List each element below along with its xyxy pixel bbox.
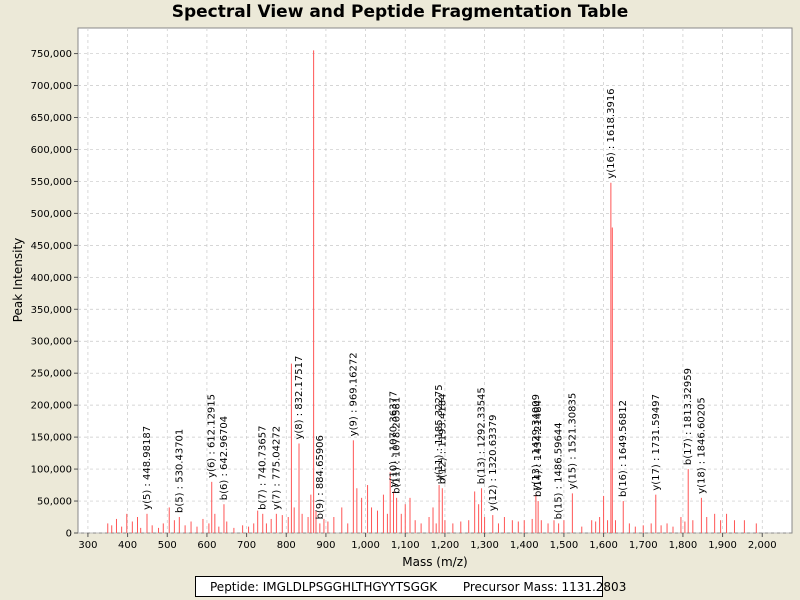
x-tick-label: 500 [158,540,177,551]
y-tick-label: 300,000 [31,337,72,348]
y-tick-label: 50,000 [37,497,72,508]
x-tick-label: 1,800 [669,540,698,551]
x-tick-label: 1,200 [431,540,460,551]
x-tick-label: 1,500 [550,540,579,551]
peak-label: b(6) : 642.96704 [219,416,230,500]
x-axis-label: Mass (m/z) [402,555,467,569]
peak-label: b(7) : 740.73657 [258,425,269,509]
x-axis: 300 400 500 600 700 800 900 1,000 1,100 1,200 1,30… [78,533,777,551]
peak-label: b(14) : 1434.21484 [533,400,544,497]
peak-label: b(9) : 884.65906 [315,435,326,519]
peak-label: y(7) : 775.04272 [271,426,282,510]
x-tick-label: 1,900 [708,540,737,551]
peak-label: b(17) : 1813.32959 [683,368,694,465]
y-tick-label: 100,000 [31,465,72,476]
plot-area [77,27,793,534]
peak-annotations: y(5) : 448.98187 b(5) : 530.43701 y(6) : 6… [142,88,707,519]
x-tick-label: 1,100 [391,540,420,551]
x-tick-label: 1,300 [470,540,499,551]
peak-label: b(5) : 530.43701 [174,429,185,513]
y-axis: 0 50,000 100,000 150,000 200,000 250,000 300,0… [31,49,78,540]
peak-series [107,50,757,533]
y-tick-label: 450,000 [31,241,72,252]
peak-label: y(15) : 1521.30835 [567,393,578,490]
x-tick-label: 600 [197,540,216,551]
peak-label: y(5) : 448.98187 [142,426,153,510]
x-tick-label: 1,600 [589,540,618,551]
y-tick-label: 650,000 [31,113,72,124]
peak-label: y(9) : 969.16272 [348,352,359,436]
peak-label: b(11) : 1078.20581 [392,397,403,494]
precursor-mass: Precursor Mass: 1131.2803 [462,580,627,594]
y-tick-label: 750,000 [31,49,72,60]
peak-label: y(17) : 1731.59497 [651,394,662,491]
peak-label: y(12) : 1320.63379 [488,414,499,511]
peak-label: y(10) : 1070.36377 [388,391,399,488]
y-tick-label: 0 [66,529,72,540]
x-tick-label: 800 [277,540,296,551]
x-tick-label: 700 [237,540,256,551]
spectrum-chart: y(5) : 448.98187 b(5) : 530.43701 y(6) : 6… [11,27,793,569]
peak-label: y(6) : 612.12915 [207,394,218,478]
y-tick-label: 550,000 [31,177,72,188]
x-tick-label: 1,700 [629,540,658,551]
x-tick-label: 1,000 [351,540,380,551]
y-tick-label: 250,000 [31,369,72,380]
x-tick-label: 300 [78,540,97,551]
y-tick-label: 350,000 [31,305,72,316]
y-tick-label: 600,000 [31,145,72,156]
peptide-info-box: Peptide: IMGLDLPSGGHLTHGYYTSGGK Precurso… [195,576,626,597]
chart-title: Spectral View and Peptide Fragmentation … [171,2,629,22]
y-tick-label: 200,000 [31,401,72,412]
peak-label: y(11) : 1185.32275 [434,384,445,481]
x-tick-label: 400 [118,540,137,551]
peak-label: y(16) : 1618.3916 [606,88,617,178]
peptide-sequence: Peptide: IMGLDLPSGGHLTHGYYTSGGK [210,580,438,594]
y-axis-label: Peak Intensity [11,238,25,323]
peak-label: y(8) : 832.17517 [294,356,305,440]
peak-label: b(12) : 1193.4184 [437,394,448,485]
x-tick-label: 1,400 [510,540,539,551]
peak-label: b(13) : 1292.33545 [477,387,488,484]
y-tick-label: 700,000 [31,81,72,92]
y-tick-label: 400,000 [31,273,72,284]
peak-label: y(13) : 1429.34009 [531,394,542,491]
y-tick-label: 500,000 [31,209,72,220]
peak-label: y(18) : 1846.60205 [696,397,707,494]
peak-label: b(16) : 1649.56812 [618,400,629,497]
y-tick-label: 150,000 [31,433,72,444]
peak-label: b(15) : 1486.59644 [554,422,565,519]
x-tick-label: 2,000 [748,540,777,551]
x-tick-label: 900 [316,540,335,551]
